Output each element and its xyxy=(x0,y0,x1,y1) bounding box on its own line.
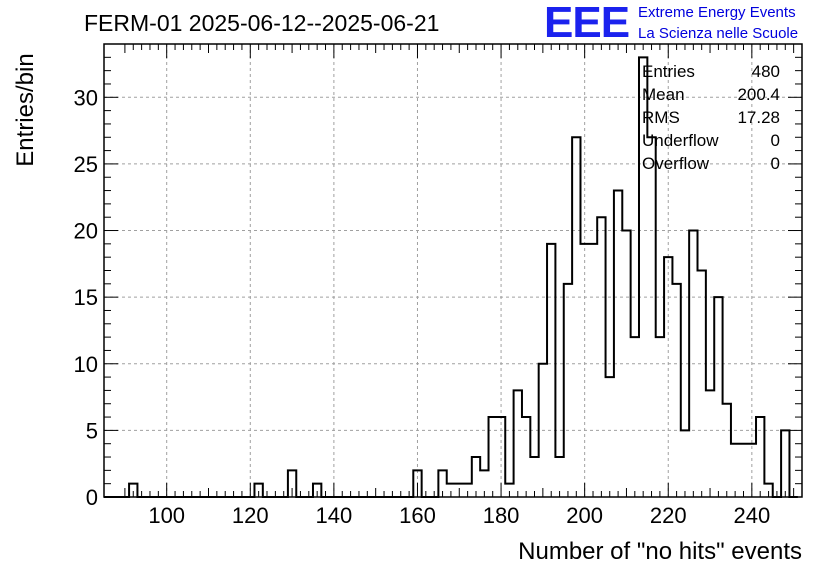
histogram-outline xyxy=(104,56,798,498)
y-tick-label: 30 xyxy=(74,85,98,110)
x-tick-label: 120 xyxy=(232,503,269,528)
x-tick-label: 240 xyxy=(733,503,770,528)
chart-title: FERM-01 2025-06-12--2025-06-21 xyxy=(84,10,440,36)
stat-value: 0 xyxy=(770,131,780,150)
eee-logo: EEE xyxy=(544,0,630,47)
stat-label: Underflow xyxy=(642,131,719,150)
stats-box: Entries 480 Mean 200.4 RMS 17.28 Underfl… xyxy=(642,60,780,175)
x-tick-label: 180 xyxy=(483,503,520,528)
x-tick-label: 100 xyxy=(148,503,185,528)
stat-row-entries: Entries 480 xyxy=(642,60,780,83)
x-tick-label: 200 xyxy=(566,503,603,528)
y-tick-label: 0 xyxy=(86,485,98,510)
brand-line-2: La Scienza nelle Scuole xyxy=(638,25,799,42)
y-tick-label: 10 xyxy=(74,352,98,377)
stat-row-overflow: Overflow 0 xyxy=(642,152,780,175)
x-tick-label: 140 xyxy=(316,503,353,528)
x-tick-label: 220 xyxy=(650,503,687,528)
stat-label: RMS xyxy=(642,108,680,127)
stat-label: Mean xyxy=(642,85,685,104)
stat-row-underflow: Underflow 0 xyxy=(642,129,780,152)
y-tick-label: 15 xyxy=(74,285,98,310)
y-axis-label: Entries/bin xyxy=(12,53,39,167)
brand-line-1: Extreme Energy Events xyxy=(638,4,796,21)
x-tick-label: 160 xyxy=(399,503,436,528)
stat-label: Entries xyxy=(642,62,695,81)
grid-lines xyxy=(104,44,802,497)
stat-value: 0 xyxy=(770,154,780,173)
tick-labels: 100 120 140 160 180 200 220 240 0 5 10 15 20 25 30 xyxy=(74,85,771,528)
y-tick-label: 25 xyxy=(74,152,98,177)
y-tick-label: 5 xyxy=(86,418,98,443)
stat-value: 480 xyxy=(751,62,780,81)
histogram-series xyxy=(104,56,798,498)
stat-label: Overflow xyxy=(642,154,710,173)
stat-row-mean: Mean 200.4 xyxy=(642,83,780,106)
stat-row-rms: RMS 17.28 xyxy=(642,106,780,129)
y-tick-label: 20 xyxy=(74,219,98,244)
stat-value: 200.4 xyxy=(737,85,780,104)
axes xyxy=(103,43,803,498)
x-axis-label: Number of "no hits" events xyxy=(518,538,802,565)
stat-value: 17.28 xyxy=(737,108,780,127)
